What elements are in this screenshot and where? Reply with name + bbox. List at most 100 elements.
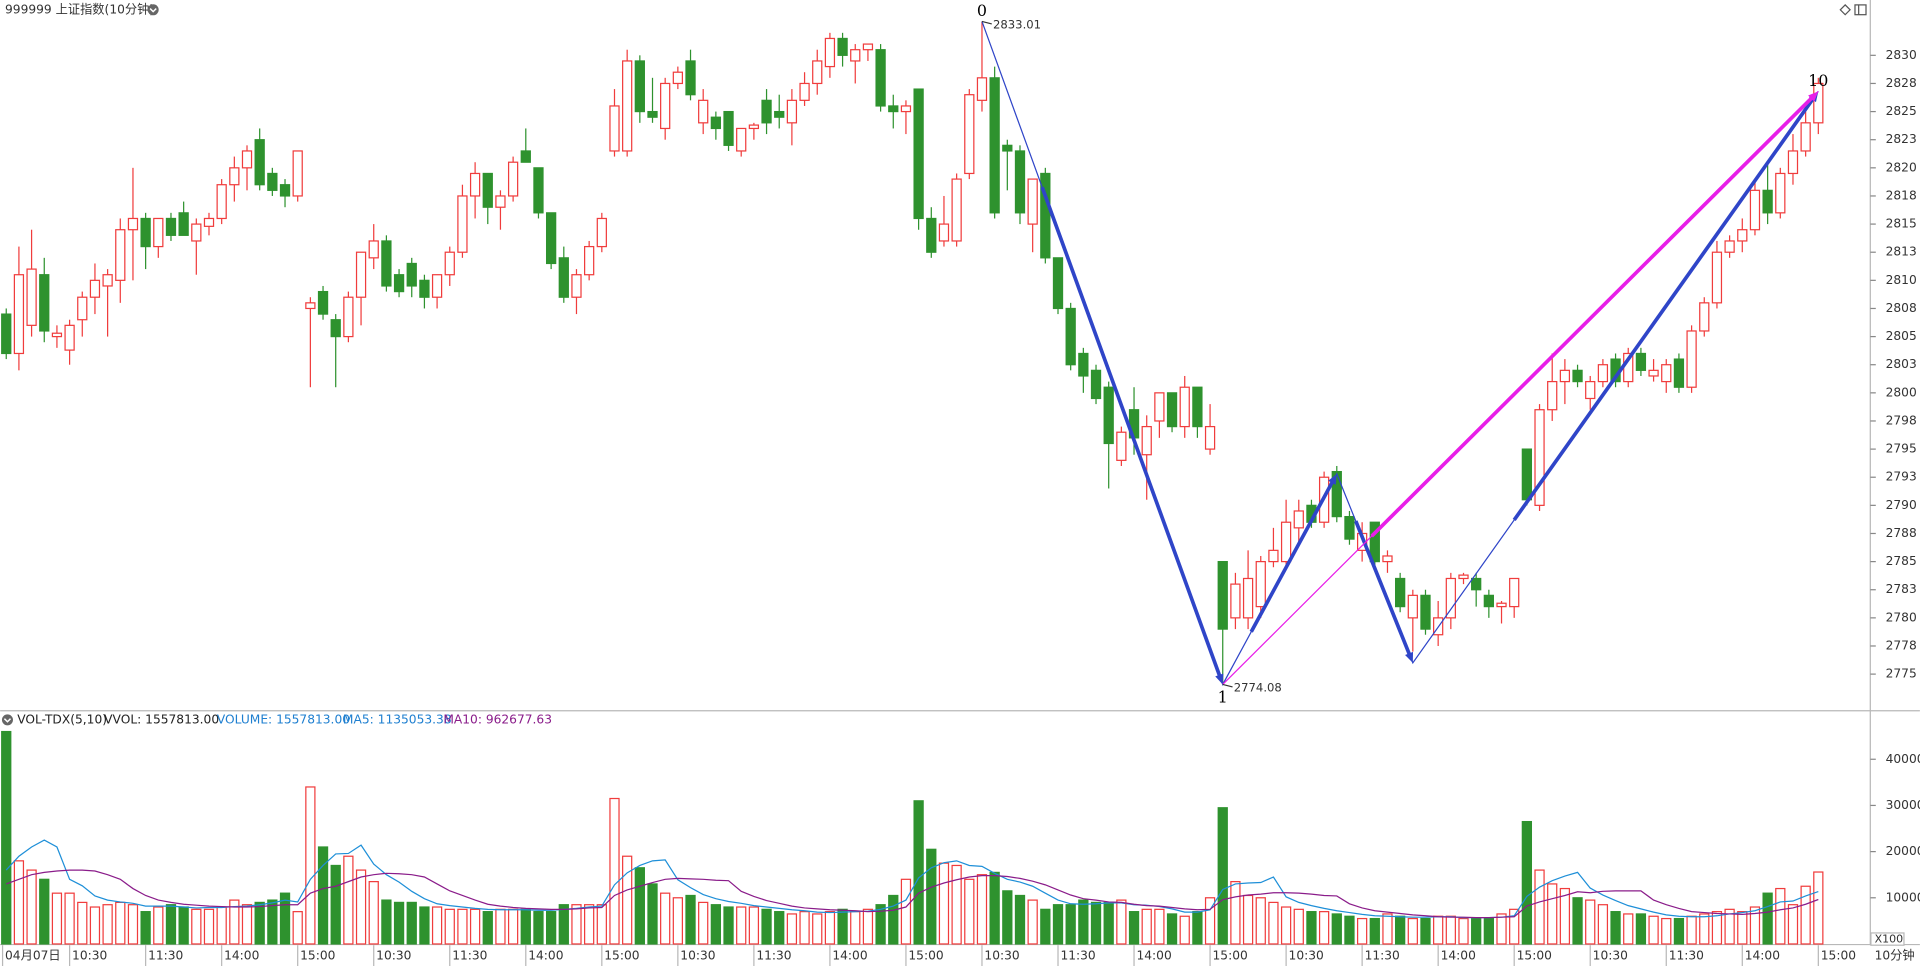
volume-bar: [1775, 887, 1786, 945]
candle-body: [1065, 307, 1076, 366]
volume-bar: [1255, 897, 1266, 945]
candle-body: [26, 268, 37, 326]
icon[interactable]: [149, 8, 157, 13]
candle-body: [672, 71, 683, 85]
volume-bar: [241, 904, 253, 945]
candle-body: [1280, 521, 1292, 563]
volume-bar: [964, 878, 975, 945]
volume-bar: [1268, 901, 1279, 945]
candle-body: [850, 49, 861, 62]
candle-body: [862, 43, 874, 51]
candle-body: [1673, 358, 1685, 388]
x-tick-label: 10:30: [1289, 949, 1324, 963]
candle-body: [1344, 515, 1355, 540]
volume-bar: [267, 899, 278, 945]
icon[interactable]: [147, 4, 159, 16]
title-menu-icon[interactable]: [147, 4, 159, 16]
volume-bar: [406, 901, 417, 945]
volume-bar: [1521, 820, 1533, 945]
candle-body: [89, 279, 101, 298]
volume-bar: [1090, 901, 1102, 945]
y-tick-label: 2793: [1886, 470, 1917, 484]
candle-body: [837, 37, 848, 56]
candle-body: [406, 262, 417, 287]
volume-bars: [1, 730, 1824, 945]
candle-body: [1255, 560, 1266, 608]
y-tick-label: 2798: [1886, 413, 1917, 427]
y-tick-label: 2790: [1886, 498, 1917, 512]
legend-entry: MA5: 1135053.38: [343, 712, 452, 726]
volume-bar: [1458, 917, 1469, 945]
volume-bar: [482, 911, 493, 945]
x-tick-label: 15:00: [1821, 949, 1856, 963]
volume-bar: [368, 881, 379, 945]
volume-bar: [1179, 915, 1190, 945]
y-tick-label: 2803: [1886, 357, 1917, 371]
candle-body: [1293, 510, 1304, 529]
volume-bar: [545, 911, 557, 945]
x-tick-label: 14:00: [528, 949, 563, 963]
candle-body: [1420, 594, 1431, 630]
volume-bar: [1382, 913, 1393, 945]
volume-bar: [1559, 887, 1571, 945]
volume-bar: [39, 878, 50, 945]
candle-body: [1762, 189, 1773, 214]
candle-body: [203, 217, 215, 227]
wave-arrowhead: [1405, 651, 1414, 663]
volume-bar: [1509, 908, 1520, 945]
volume-bar: [115, 901, 126, 945]
x-tick-label: 14:00: [1136, 949, 1171, 963]
volume-bar: [1192, 911, 1203, 945]
candle-body: [343, 296, 354, 338]
candle-body: [1635, 352, 1647, 371]
wave-point-label: 10: [1808, 71, 1828, 90]
volume-bar: [203, 908, 215, 945]
candle-body: [888, 105, 899, 113]
y-tick-label: 2808: [1886, 301, 1917, 315]
volume-bar: [1673, 917, 1685, 945]
volume-bar: [1014, 894, 1026, 945]
candle-body: [824, 37, 836, 68]
volume-bar: [1572, 897, 1583, 945]
candle-body: [1572, 369, 1583, 383]
toolbar-icon[interactable]: [1854, 4, 1867, 16]
icon[interactable]: [1, 714, 13, 726]
volume-bar: [558, 904, 569, 945]
x-tick-label: 10:30: [376, 949, 411, 963]
volume-bar: [976, 874, 988, 945]
volume-bar: [710, 904, 722, 945]
volume-bar: [1471, 917, 1482, 945]
volume-bar: [900, 878, 912, 945]
candle-body: [1711, 251, 1723, 304]
x-tick-label: 11:30: [452, 949, 487, 963]
x-tick-label: 11:30: [756, 949, 791, 963]
candle-body: [761, 99, 772, 124]
icon[interactable]: [3, 718, 12, 723]
candle-body: [1014, 150, 1026, 214]
volume-bar: [913, 800, 924, 945]
volume-bar: [1166, 913, 1178, 945]
x-tick-label: 14:00: [1441, 949, 1476, 963]
candle-body: [571, 274, 582, 298]
y-tick-label: 2785: [1886, 554, 1917, 568]
candle-body: [381, 240, 392, 287]
x-tick-label: 10:30: [72, 949, 107, 963]
x-tick-label: 10:30: [1593, 949, 1628, 963]
volume-bar: [989, 871, 1000, 945]
candle-body: [1686, 330, 1697, 388]
candle-body: [1699, 302, 1710, 332]
toolbar-icon[interactable]: [1839, 4, 1851, 16]
candle-body: [1027, 178, 1038, 225]
x-tick-label: 04月07日: [5, 949, 61, 963]
volume-bar: [1635, 913, 1647, 945]
candle-body: [647, 110, 658, 118]
volume-bar: [444, 908, 455, 945]
candle-body: [609, 105, 620, 152]
wave-arrowhead: [1328, 473, 1337, 485]
wave-arrow: [1249, 479, 1335, 633]
x-tick-label: 11:30: [148, 949, 183, 963]
volume-bar: [862, 908, 874, 945]
volume-menu-icon[interactable]: [1, 714, 13, 726]
candle-body: [393, 274, 405, 293]
